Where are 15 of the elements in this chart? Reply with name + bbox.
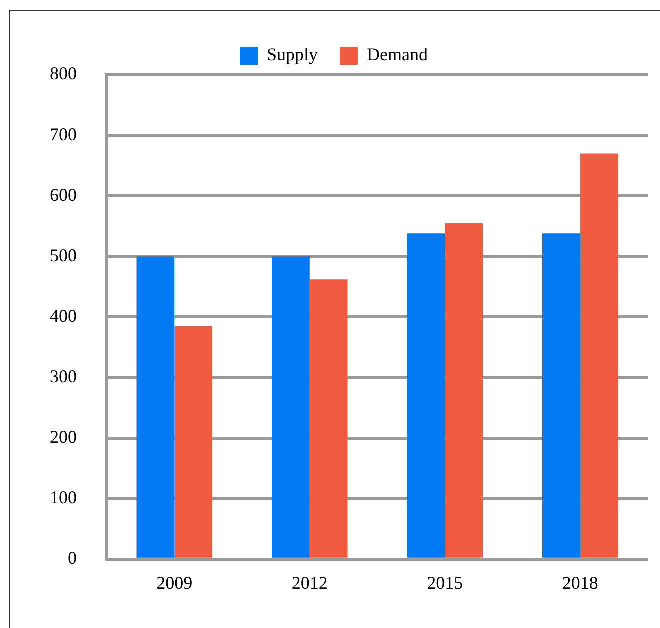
- legend-label: Supply: [267, 44, 318, 65]
- y-tick-label: 300: [50, 366, 77, 386]
- y-tick-label: 700: [50, 124, 77, 144]
- y-tick-label: 100: [50, 488, 77, 508]
- x-tick-label: 2018: [562, 572, 598, 593]
- y-tick-label: 200: [50, 427, 77, 448]
- y-tick-label: 600: [50, 184, 77, 205]
- y-tick-label: 0: [68, 548, 77, 568]
- x-tick-label: 2009: [156, 572, 193, 593]
- x-tick-label: 2015: [427, 572, 464, 593]
- y-tick-label: 500: [50, 245, 77, 266]
- legend-label: Demand: [367, 44, 428, 65]
- x-tick-label: 2012: [292, 572, 328, 593]
- y-tick-label: 400: [50, 306, 77, 326]
- y-tick-label: 800: [50, 64, 77, 84]
